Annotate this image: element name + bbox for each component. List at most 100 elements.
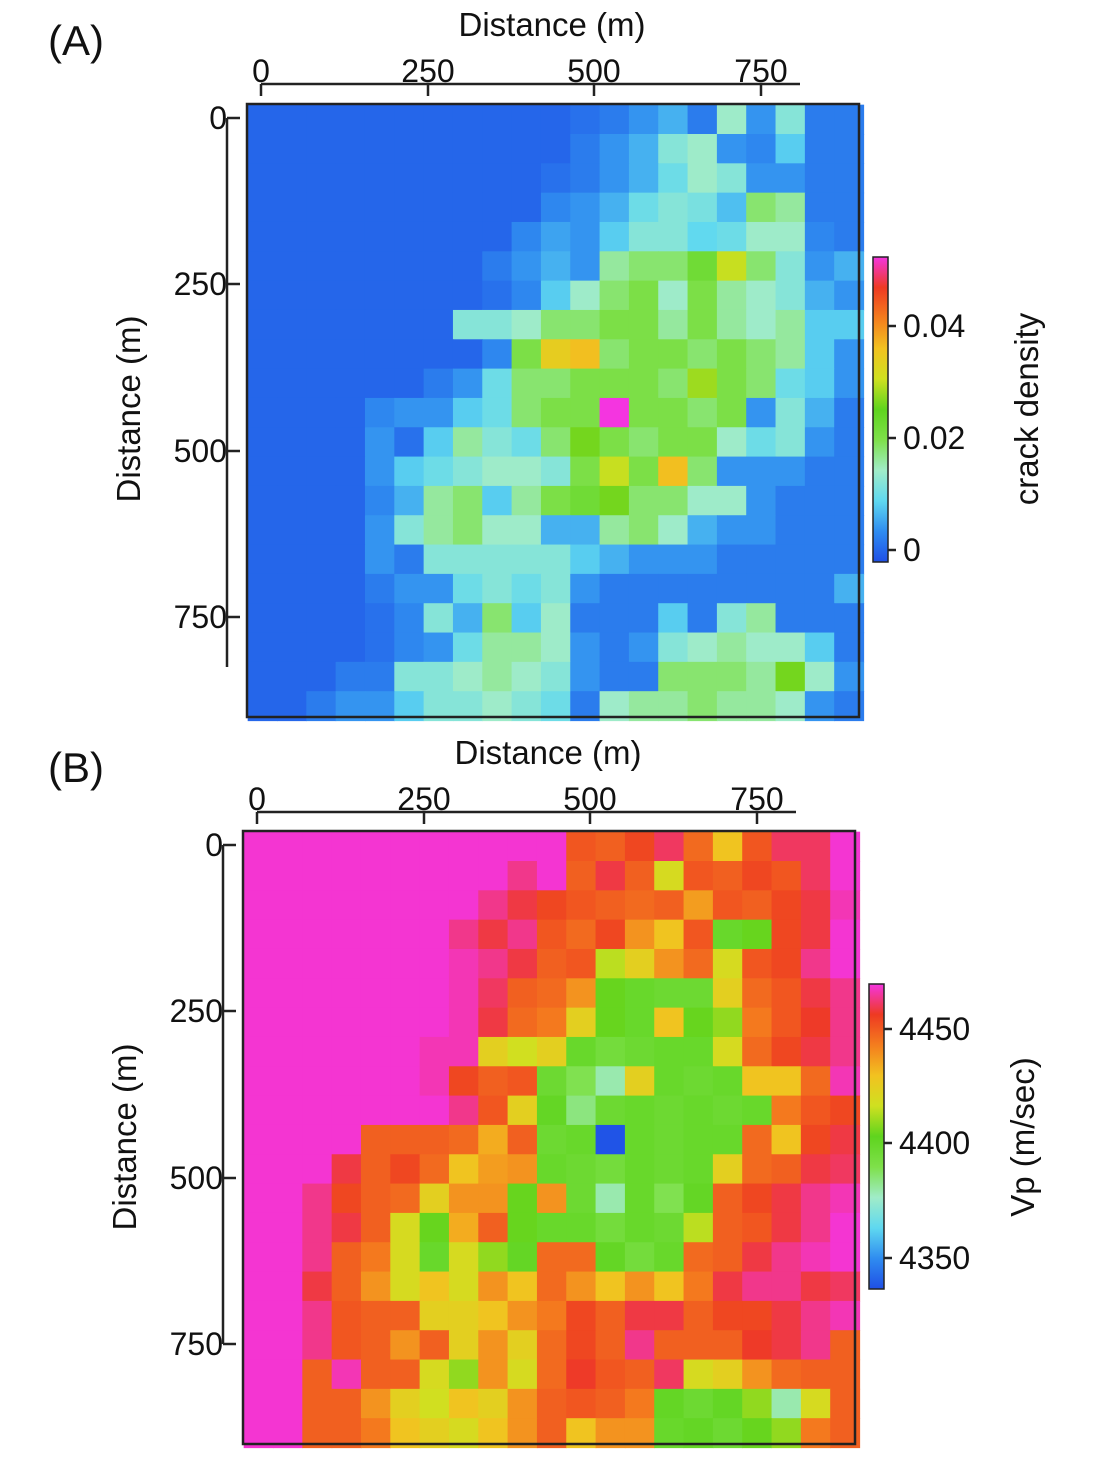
heatmap-cell — [746, 134, 777, 164]
heatmap-cell — [452, 397, 483, 428]
heatmap-cell — [566, 919, 597, 950]
heatmap-cell — [507, 1388, 538, 1419]
heatmap-cell — [419, 1212, 450, 1243]
heatmap-cell — [243, 1388, 274, 1419]
heatmap-cell — [804, 192, 835, 223]
heatmap-cell — [800, 1036, 831, 1067]
heatmap-cell — [360, 1095, 391, 1126]
heatmap-cell — [247, 309, 278, 340]
heatmap-cell — [306, 603, 337, 634]
heatmap-cell — [628, 485, 659, 516]
heatmap-cell — [390, 1388, 421, 1419]
heatmap-cell — [570, 427, 601, 458]
heatmap-cell — [742, 1330, 773, 1361]
heatmap-cell — [335, 485, 366, 516]
heatmap-cell — [683, 919, 714, 950]
heatmap-cell — [624, 1124, 655, 1155]
heatmap-cell — [540, 661, 571, 692]
heatmap-cell — [331, 1330, 362, 1361]
heatmap-cell — [423, 163, 454, 194]
heatmap-cell — [775, 632, 806, 663]
heatmap-cell — [687, 397, 718, 428]
heatmap-cell — [716, 515, 747, 546]
heatmap-cell — [452, 309, 483, 340]
heatmap-cell — [394, 515, 425, 546]
heatmap-cell — [775, 163, 806, 194]
heatmap-cell — [302, 1330, 333, 1361]
heatmap-cell — [273, 1271, 303, 1302]
heatmap-cell — [277, 368, 307, 399]
panel-b-x-tick-label: 250 — [397, 781, 450, 817]
heatmap-cell — [448, 1388, 479, 1419]
heatmap-cell — [712, 1095, 743, 1126]
heatmap-cell — [654, 1154, 685, 1185]
heatmap-cell — [507, 890, 538, 921]
heatmap-cell — [390, 831, 421, 862]
heatmap-cell — [742, 831, 773, 862]
heatmap-cell — [482, 544, 513, 575]
heatmap-cell — [540, 397, 571, 428]
heatmap-cell — [658, 163, 689, 194]
heatmap-cell — [360, 861, 391, 891]
heatmap-cell — [683, 1271, 714, 1302]
heatmap-cell — [536, 948, 567, 979]
heatmap-cell — [478, 831, 509, 862]
heatmap-cell — [364, 397, 395, 428]
heatmap-cell — [394, 104, 425, 135]
heatmap-cell — [800, 1359, 831, 1390]
heatmap-cell — [775, 485, 806, 516]
heatmap-cell — [419, 1183, 450, 1214]
heatmap-cell — [595, 978, 626, 1009]
heatmap-cell — [511, 573, 542, 604]
heatmap-cell — [599, 280, 630, 311]
heatmap-cell — [654, 978, 685, 1009]
heatmap-cell — [599, 251, 630, 282]
heatmap-cell — [716, 280, 747, 311]
heatmap-cell — [247, 485, 278, 516]
heatmap-cell — [628, 427, 659, 458]
heatmap-cell — [624, 831, 655, 862]
heatmap-cell — [683, 1095, 714, 1126]
heatmap-cell — [360, 1154, 391, 1185]
heatmap-cell — [478, 978, 509, 1009]
heatmap-cell — [658, 515, 689, 546]
heatmap-cell — [683, 1359, 714, 1390]
heatmap-cell — [302, 1212, 333, 1243]
heatmap-cell — [331, 1066, 362, 1097]
heatmap-cell — [628, 280, 659, 311]
heatmap-cell — [478, 1183, 509, 1214]
heatmap-cell — [800, 1330, 831, 1361]
heatmap-cell — [273, 948, 303, 979]
heatmap-cell — [482, 134, 513, 164]
heatmap-cell — [683, 890, 714, 921]
heatmap-cell — [595, 1242, 626, 1273]
heatmap-cell — [482, 280, 513, 311]
heatmap-cell — [742, 919, 773, 950]
heatmap-cell — [746, 603, 777, 634]
heatmap-cell — [478, 1388, 509, 1419]
heatmap-cell — [716, 427, 747, 458]
heatmap-cell — [423, 456, 454, 487]
heatmap-cell — [277, 603, 307, 634]
heatmap-cell — [452, 515, 483, 546]
heatmap-cell — [775, 134, 806, 164]
heatmap-cell — [771, 1300, 802, 1331]
heatmap-cell — [599, 221, 630, 252]
heatmap-cell — [771, 1007, 802, 1038]
heatmap-cell — [570, 163, 601, 194]
heatmap-cell — [570, 221, 601, 252]
heatmap-cell — [360, 1007, 391, 1038]
heatmap-cell — [658, 603, 689, 634]
heatmap-cell — [566, 890, 597, 921]
heatmap-cell — [624, 1300, 655, 1331]
heatmap-cell — [775, 280, 806, 311]
panel-b-x-tick-label: 750 — [730, 781, 783, 817]
heatmap-cell — [599, 456, 630, 487]
heatmap-cell — [687, 309, 718, 340]
heatmap-cell — [423, 515, 454, 546]
heatmap-cell — [742, 1212, 773, 1243]
heatmap-cell — [331, 890, 362, 921]
heatmap-cell — [654, 1066, 685, 1097]
heatmap-cell — [540, 485, 571, 516]
heatmap-cell — [775, 544, 806, 575]
